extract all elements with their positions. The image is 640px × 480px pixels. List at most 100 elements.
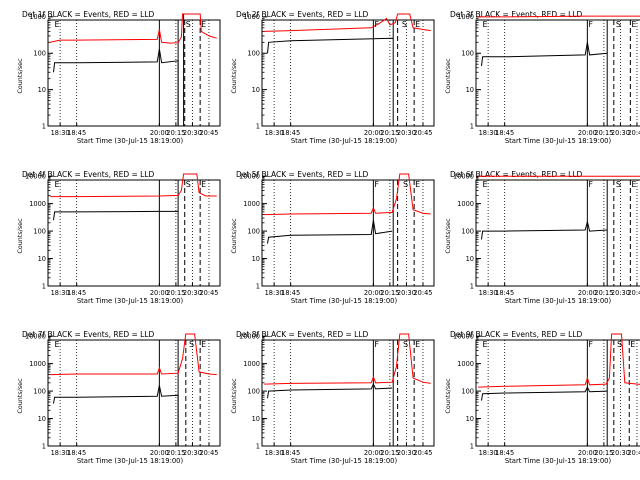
x-tick-label: 20:15 (380, 449, 399, 457)
x-tick-label: 20:15 (166, 449, 185, 457)
y-tick-label: 1 (42, 122, 46, 130)
y-tick-label: 100 (461, 227, 474, 235)
interval-marker: E (55, 180, 60, 189)
y-tick-label: 10 (38, 415, 46, 423)
x-tick-label: 20:45 (627, 289, 640, 297)
y-tick-label: 100 (33, 227, 46, 235)
y-axis-label: Counts/sec (16, 58, 24, 94)
x-tick-label: 18:30 (265, 289, 284, 297)
series-line-red (478, 15, 640, 18)
y-tick-label: 1000 (29, 200, 46, 208)
y-tick-label: 1 (256, 122, 260, 130)
y-tick-label: 100 (461, 387, 474, 395)
y-tick-label: 1 (256, 442, 260, 450)
x-axis-label: Start Time (30-Jul-15 18:19:00) (505, 137, 612, 145)
y-tick-label: 10 (466, 415, 474, 423)
series-line-black (481, 221, 608, 240)
x-tick-label: 18:30 (51, 449, 70, 457)
x-tick-label: 20:30 (183, 289, 202, 297)
x-tick-label: 20:00 (364, 449, 383, 457)
y-axis-label: Counts/sec (230, 58, 238, 94)
x-axis-label: Start Time (30-Jul-15 18:19:00) (505, 457, 612, 465)
interval-marker: S (616, 180, 621, 189)
y-axis-label: Counts/sec (230, 218, 238, 254)
y-tick-label: 10000 (453, 332, 474, 340)
interval-marker: E (630, 340, 635, 349)
plot-frame (261, 19, 435, 127)
panel-title: Det 2f BLACK = Events, RED = LLD (236, 10, 369, 19)
panel-title: Det 8f BLACK = Events, RED = LLD (236, 330, 369, 339)
interval-marker: E (415, 20, 420, 29)
interval-marker: E (415, 180, 420, 189)
x-tick-label: 18:30 (479, 449, 498, 457)
plot-frame (475, 19, 640, 127)
y-tick-label: 1000 (457, 200, 474, 208)
x-tick-label: 20:15 (380, 129, 399, 137)
plot-frame (47, 19, 221, 127)
x-tick-label: 20:00 (578, 449, 597, 457)
x-tick-label: 20:45 (627, 129, 640, 137)
detector-panel-5: Det 5f BLACK = Events, RED = LLD 1 10 100 10… (230, 170, 435, 305)
x-tick-label: 20:30 (611, 129, 630, 137)
series-line-black (481, 42, 608, 66)
y-tick-label: 100 (33, 387, 46, 395)
y-tick-label: 10000 (453, 172, 474, 180)
x-tick-label: 20:45 (413, 449, 432, 457)
y-tick-label: 1000 (29, 13, 46, 21)
y-tick-label: 1000 (29, 360, 46, 368)
plot-frame (47, 179, 221, 287)
detector-panel-7: Det 7f BLACK = Events, RED = LLD 1 10 100 10… (16, 330, 221, 465)
y-tick-label: 1000 (243, 360, 260, 368)
interval-marker: E (415, 340, 420, 349)
x-tick-label: 20:15 (166, 129, 185, 137)
panel-title: Det 3f BLACK = Events, RED = LLD (450, 10, 583, 19)
series-line-red (264, 13, 431, 32)
x-axis-label: Start Time (30-Jul-15 18:19:00) (291, 457, 398, 465)
x-tick-label: 20:30 (183, 129, 202, 137)
x-tick-label: 18:30 (479, 129, 498, 137)
plot-frame (47, 339, 221, 447)
x-axis-label: Start Time (30-Jul-15 18:19:00) (77, 297, 184, 305)
x-tick-label: 18:30 (51, 289, 70, 297)
y-tick-label: 10 (466, 255, 474, 263)
x-tick-label: 20:15 (594, 129, 613, 137)
x-tick-label: 18:45 (495, 129, 514, 137)
x-tick-label: 18:45 (495, 289, 514, 297)
y-tick-label: 1 (42, 282, 46, 290)
interval-marker: F (374, 20, 379, 29)
plot-frame (475, 179, 640, 287)
x-tick-label: 20:30 (397, 289, 416, 297)
interval-marker: E (631, 20, 636, 29)
x-tick-label: 20:15 (594, 289, 613, 297)
panel-title: Det 1f BLACK = Events, RED = LLD (22, 10, 155, 19)
interval-marker: S (403, 180, 408, 189)
interval-marker: E (631, 180, 636, 189)
x-tick-label: 18:30 (265, 129, 284, 137)
detector-panel-8: Det 8f BLACK = Events, RED = LLD 1 10 100 10… (230, 330, 435, 465)
y-tick-label: 10 (38, 255, 46, 263)
y-tick-label: 10000 (239, 172, 260, 180)
x-tick-label: 20:45 (627, 449, 640, 457)
x-axis-label: Start Time (30-Jul-15 18:19:00) (291, 297, 398, 305)
interval-marker: E (483, 20, 488, 29)
y-tick-label: 10 (466, 86, 474, 94)
y-tick-label: 100 (33, 50, 46, 58)
y-tick-label: 100 (247, 227, 260, 235)
interval-marker: S (189, 340, 194, 349)
y-tick-label: 1000 (243, 13, 260, 21)
y-axis-label: Counts/sec (444, 218, 452, 254)
y-tick-label: 10 (252, 255, 260, 263)
y-tick-label: 100 (461, 50, 474, 58)
y-tick-label: 1 (42, 442, 46, 450)
x-tick-label: 20:15 (380, 289, 399, 297)
interval-marker: S (186, 20, 191, 29)
series-line-black (267, 220, 393, 244)
series-line-red (264, 173, 431, 216)
x-tick-label: 20:00 (364, 289, 383, 297)
detector-panel-3: Det 3f BLACK = Events, RED = LLD 1 10 100 10… (444, 10, 640, 145)
y-tick-label: 1000 (243, 200, 260, 208)
interval-marker: S (402, 20, 407, 29)
interval-marker: S (403, 340, 408, 349)
x-tick-label: 20:45 (413, 129, 432, 137)
